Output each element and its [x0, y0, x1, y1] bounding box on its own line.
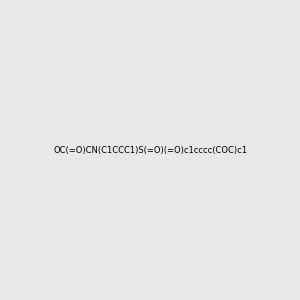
Text: OC(=O)CN(C1CCC1)S(=O)(=O)c1cccc(COC)c1: OC(=O)CN(C1CCC1)S(=O)(=O)c1cccc(COC)c1 [53, 146, 247, 154]
